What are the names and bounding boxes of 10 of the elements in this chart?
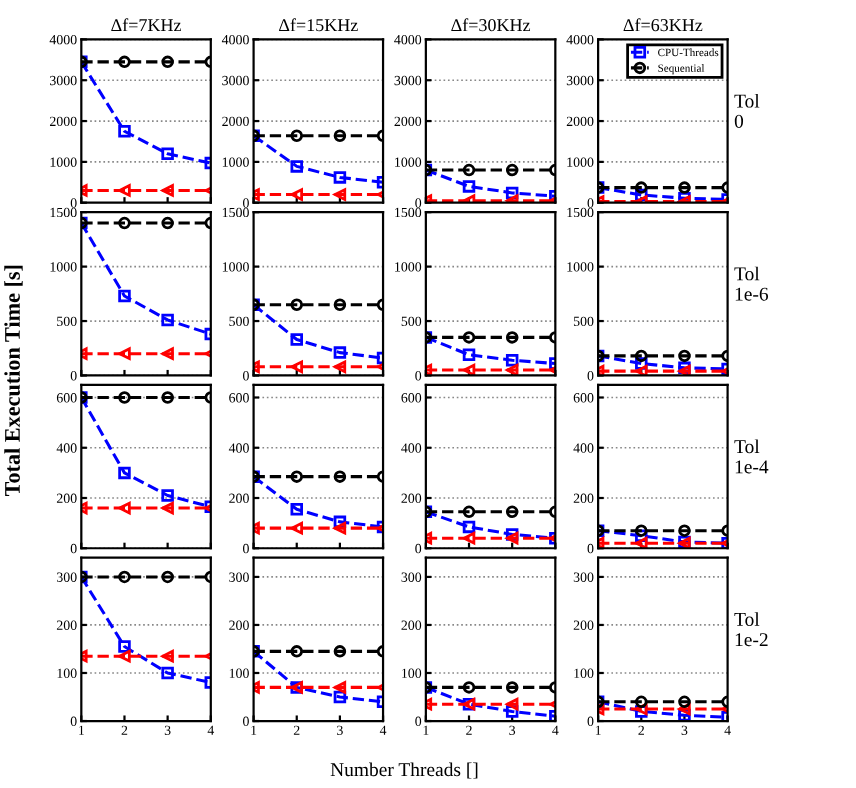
text: Tol 1e-2 [734,612,768,647]
y-axis-title: Total Execution Time [s] [4,265,23,497]
text: Tol 1e-6 [734,266,769,301]
text: Tol 0 [734,93,760,128]
chart-title: Δf=7KHz [111,18,182,32]
chart-title: Δf=15KHz [279,18,358,32]
x-axis-title: Number Threads [] [330,762,478,779]
chart-title: Δf=63KHz [623,18,703,32]
chart-title: Δf=30KHz [451,18,531,32]
text: Tol 1e-4 [734,439,769,474]
